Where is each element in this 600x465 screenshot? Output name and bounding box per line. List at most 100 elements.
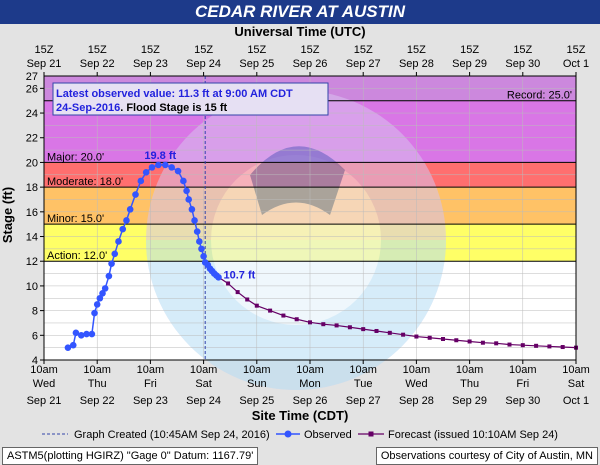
observed-point — [142, 169, 150, 176]
bottom-tick-time: 10am — [83, 364, 111, 376]
legend-forecast-label: Forecast (issued 10:10AM Sep 24) — [388, 429, 558, 441]
observed-point — [168, 164, 175, 171]
peak-value-label: 19.8 ft — [144, 150, 176, 162]
observed-point — [180, 177, 187, 185]
forecast-point — [520, 343, 525, 348]
forecast-point — [361, 327, 366, 332]
observed-point — [148, 164, 156, 171]
observed-point — [77, 332, 85, 339]
observed-point — [174, 167, 182, 175]
forecast-point — [294, 317, 299, 322]
observed-point — [96, 294, 104, 302]
watermark-bird-icon — [250, 146, 345, 215]
watermark-seal-inner — [211, 155, 381, 325]
bottom-tick-day: Sat — [568, 378, 585, 390]
legend-created-label: Graph Created (10:45AM Sep 24, 2016) — [74, 429, 270, 441]
bottom-tick-time: 10am — [137, 364, 165, 376]
bottom-tick-day: Tue — [354, 378, 373, 390]
bottom-tick-time: 10am — [190, 364, 218, 376]
top-tick-time: 15Z — [141, 44, 160, 56]
observed-point — [198, 245, 205, 253]
gage-datum-info: ASTM5(plotting HGIRZ) "Gage 0" Datum: 11… — [2, 447, 259, 465]
info-box-frame — [52, 82, 329, 116]
observed-point — [105, 272, 113, 280]
stage-label-action: Action: 12.0' — [47, 250, 107, 262]
bottom-tick-time: 10am — [243, 364, 271, 376]
observed-series — [64, 161, 222, 351]
bottom-tick-date: Sep 30 — [505, 395, 540, 407]
bottom-tick-day: Sun — [247, 378, 267, 390]
forecast-point — [387, 330, 392, 335]
forecast-point — [401, 332, 406, 337]
forecast-point — [245, 297, 250, 302]
forecast-point — [480, 340, 485, 345]
observed-point — [83, 330, 90, 338]
observed-point — [88, 330, 96, 338]
observed-point — [132, 191, 139, 198]
forecast-point — [268, 308, 273, 313]
top-tick-time: 15Z — [35, 44, 54, 56]
observed-point — [200, 252, 207, 260]
y-tick-label: 10 — [26, 281, 38, 293]
y-tick-label: 8 — [32, 306, 38, 318]
y-tick-label: 14 — [26, 232, 38, 244]
observed-point — [91, 309, 98, 317]
bottom-tick-day: Thu — [460, 378, 479, 390]
y-tick-label: 20 — [26, 157, 38, 169]
legend-observed-swatch-marker — [284, 430, 292, 438]
observations-credit: Observations courtesy of City of Austin,… — [375, 447, 598, 465]
observed-point — [185, 196, 193, 203]
info-box: Latest observed value: 11.3 ft at 9:00 A… — [52, 82, 329, 116]
top-tick-date: Sep 27 — [346, 58, 381, 70]
observed-point — [196, 238, 203, 245]
bottom-tick-date: Oct 1 — [563, 395, 589, 407]
observed-point — [72, 329, 80, 337]
observed-point — [137, 177, 145, 185]
bottom-tick-day: Thu — [88, 378, 107, 390]
bottom-tick-time: 10am — [509, 364, 537, 376]
forecast-point — [308, 320, 312, 325]
observed-point — [119, 225, 127, 233]
info-line2-date: 24-Sep-2016 — [56, 102, 120, 114]
stage-labels: Record: 25.0' Major: 20.0' Moderate: 18.0'… — [47, 90, 572, 263]
forecast-point — [347, 325, 352, 330]
legend-observed-label: Observed — [304, 429, 352, 441]
latest-value-label: 10.7 ft — [223, 269, 255, 281]
noaa-watermark — [146, 90, 446, 390]
forecast-point — [441, 337, 445, 342]
forecast-point — [254, 303, 259, 308]
svg-text:24-Sep-2016. Flood Stage is 15: 24-Sep-2016. Flood Stage is 15 ft — [56, 102, 228, 114]
bottom-tick-time: 10am — [30, 364, 58, 376]
watermark-seal-outer — [146, 90, 446, 390]
top-tick-time: 15Z — [354, 44, 373, 56]
bottom-tick-time: 10am — [562, 364, 590, 376]
y-tick-label: 22 — [26, 133, 38, 145]
top-axis-ticks: 15Z Sep 21 15Z Sep 22 15Z Sep 23 15Z Sep 24 15Z S… — [27, 44, 589, 76]
forecast-point — [467, 339, 472, 344]
bottom-tick-date: Sep 27 — [346, 395, 381, 407]
observed-point — [115, 238, 122, 245]
info-line1: Latest observed value: 11.3 ft at 9:00 A… — [56, 88, 293, 100]
observed-point — [108, 260, 115, 267]
info-line2-rest: . Flood Stage is 15 ft — [120, 102, 227, 114]
bottom-tick-date: Sep 26 — [293, 395, 328, 407]
top-tick-time: 15Z — [513, 44, 532, 56]
top-tick-time: 15Z — [88, 44, 107, 56]
top-tick-date: Sep 26 — [293, 58, 328, 70]
legend: Graph Created (10:45AM Sep 24, 2016) Obs… — [42, 429, 558, 441]
bottom-tick-time: 10am — [456, 364, 484, 376]
bottom-tick-time: 10am — [349, 364, 377, 376]
stage-label-major: Major: 20.0' — [47, 151, 104, 163]
bottom-tick-date: Sep 25 — [239, 395, 274, 407]
top-tick-date: Sep 23 — [133, 58, 168, 70]
bottom-tick-date: Sep 23 — [133, 395, 168, 407]
bottom-tick-date: Sep 28 — [399, 395, 434, 407]
observed-point — [193, 228, 201, 235]
y-tick-label: 24 — [26, 108, 38, 120]
legend-forecast-swatch-marker — [368, 431, 374, 437]
forecast-point — [454, 338, 459, 343]
y-tick-label: 26 — [26, 83, 38, 95]
forecast-point — [534, 343, 539, 348]
y-tick-label: 16 — [26, 207, 38, 219]
forecast-point — [560, 345, 565, 350]
